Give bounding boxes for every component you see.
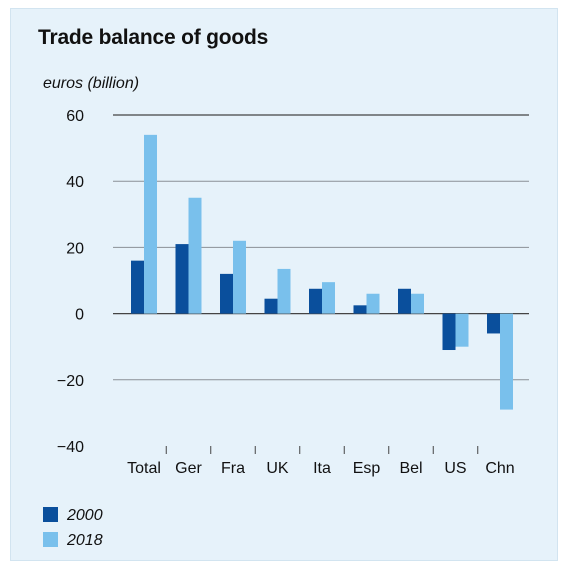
category-label: Esp	[353, 460, 381, 477]
x-tick-marks	[165, 446, 479, 454]
y-tick-label: 40	[66, 174, 84, 191]
category-labels: Total Ger Fra UK Ita Esp Bel US Chn	[127, 460, 515, 477]
bar-2000-ger	[175, 244, 189, 314]
y-axis-unit-label: euros (billion)	[43, 75, 140, 92]
legend-swatch-2018	[43, 532, 58, 547]
bar-2000-uk	[264, 298, 278, 314]
bars	[131, 134, 513, 410]
y-tick-labels: 60 40 20 0 −20 −40	[57, 108, 84, 456]
bar-2018-ger	[188, 197, 202, 314]
category-label: Fra	[221, 460, 245, 477]
y-tick-label: −20	[57, 373, 84, 390]
bar-2018-bel	[411, 293, 424, 314]
legend-label-2018: 2018	[66, 532, 103, 549]
bar-2018-ita	[322, 282, 335, 314]
category-label: Chn	[485, 460, 514, 477]
bar-2018-total	[144, 134, 157, 314]
bar-2018-esp	[366, 293, 380, 314]
legend: 2000 2018	[43, 507, 103, 549]
category-label: UK	[266, 460, 289, 477]
category-label: Ita	[313, 460, 331, 477]
bar-2000-total	[131, 260, 144, 314]
bar-2018-chn	[500, 313, 513, 410]
y-tick-label: 20	[66, 240, 84, 257]
y-tick-label: 0	[75, 307, 84, 324]
category-label: Total	[127, 460, 161, 477]
y-tick-label: −40	[57, 439, 84, 456]
category-label: Ger	[175, 460, 202, 477]
y-tick-label: 60	[66, 108, 84, 125]
bar-2018-fra	[233, 240, 246, 314]
bar-2000-us	[442, 313, 456, 351]
bar-2000-chn	[487, 313, 500, 334]
legend-label-2000: 2000	[66, 507, 103, 524]
chart-title: Trade balance of goods	[38, 26, 269, 49]
bar-2000-esp	[353, 305, 367, 314]
bar-2018-us	[455, 313, 469, 347]
bar-2018-uk	[277, 268, 291, 314]
legend-swatch-2000	[43, 507, 58, 522]
bar-2000-bel	[398, 288, 411, 314]
bar-2000-fra	[220, 273, 233, 314]
category-label: US	[444, 460, 466, 477]
bar-2000-ita	[309, 288, 322, 314]
category-label: Bel	[399, 460, 422, 477]
